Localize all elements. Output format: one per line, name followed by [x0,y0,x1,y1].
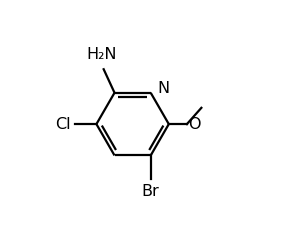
Text: O: O [188,117,200,132]
Text: H₂N: H₂N [87,47,117,62]
Text: Cl: Cl [55,117,71,132]
Text: Br: Br [142,184,160,199]
Text: N: N [157,81,169,96]
